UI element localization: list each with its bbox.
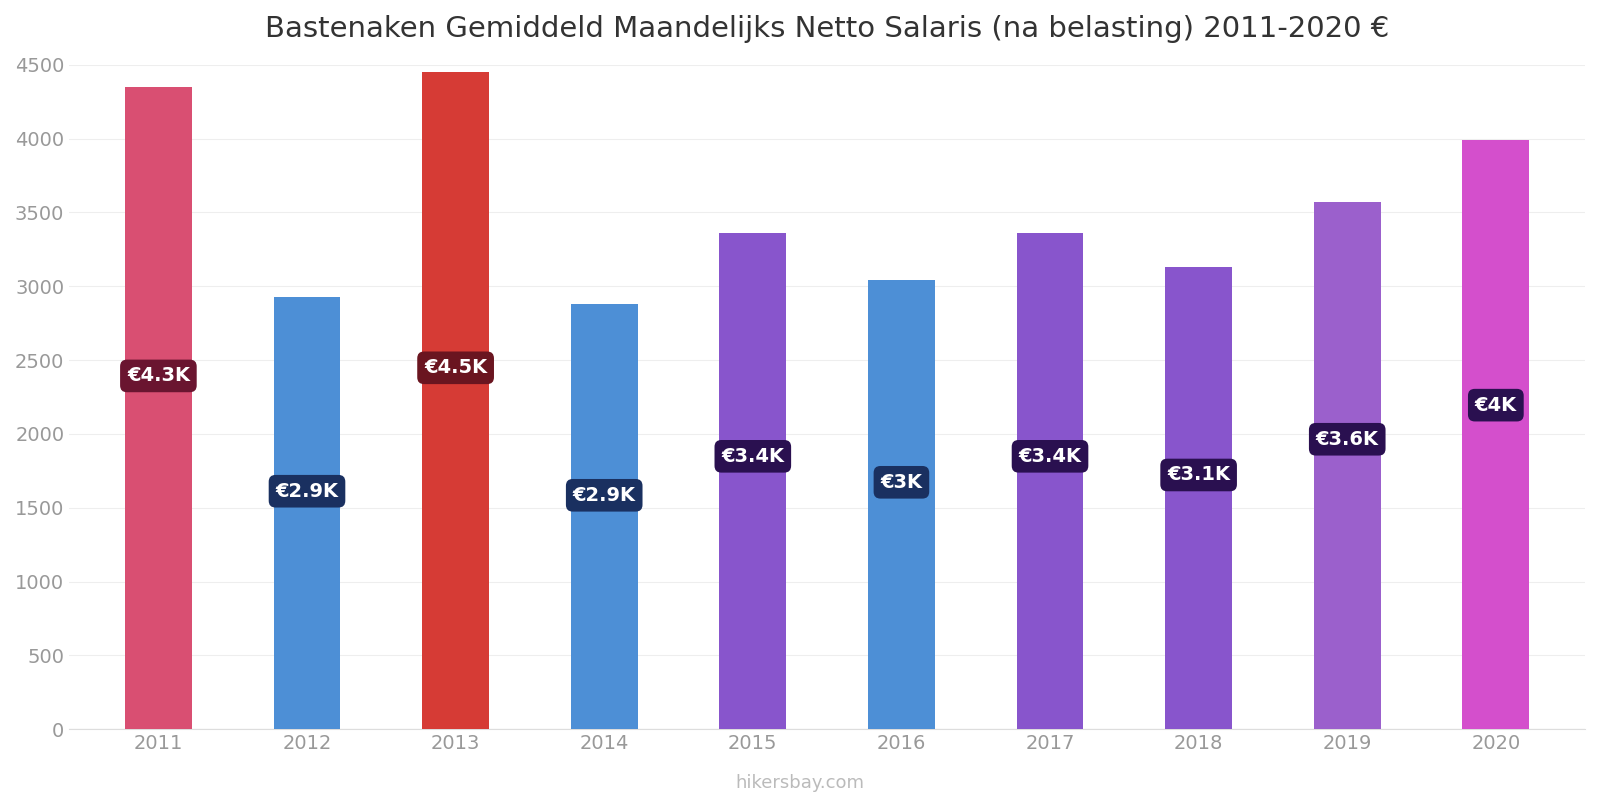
Bar: [422, 72, 490, 729]
Text: €4K: €4K: [1475, 396, 1517, 414]
Title: Bastenaken Gemiddeld Maandelijks Netto Salaris (na belasting) 2011-2020 €: Bastenaken Gemiddeld Maandelijks Netto S…: [266, 15, 1389, 43]
Bar: [1462, 140, 1530, 729]
Bar: [1314, 202, 1381, 729]
Bar: [1016, 233, 1083, 729]
Bar: [867, 280, 934, 729]
Bar: [720, 233, 786, 729]
Bar: [1165, 267, 1232, 729]
Text: hikersbay.com: hikersbay.com: [736, 774, 864, 792]
Text: €3K: €3K: [880, 473, 923, 492]
Bar: [571, 304, 638, 729]
Bar: [125, 87, 192, 729]
Text: €3.4K: €3.4K: [1019, 447, 1082, 466]
Text: €3.4K: €3.4K: [722, 447, 784, 466]
Text: €3.6K: €3.6K: [1315, 430, 1379, 449]
Text: €2.9K: €2.9K: [275, 482, 339, 501]
Text: €3.1K: €3.1K: [1166, 466, 1230, 485]
Text: €2.9K: €2.9K: [573, 486, 635, 505]
Text: €4.5K: €4.5K: [424, 358, 486, 378]
Bar: [274, 297, 341, 729]
Text: €4.3K: €4.3K: [126, 366, 190, 386]
